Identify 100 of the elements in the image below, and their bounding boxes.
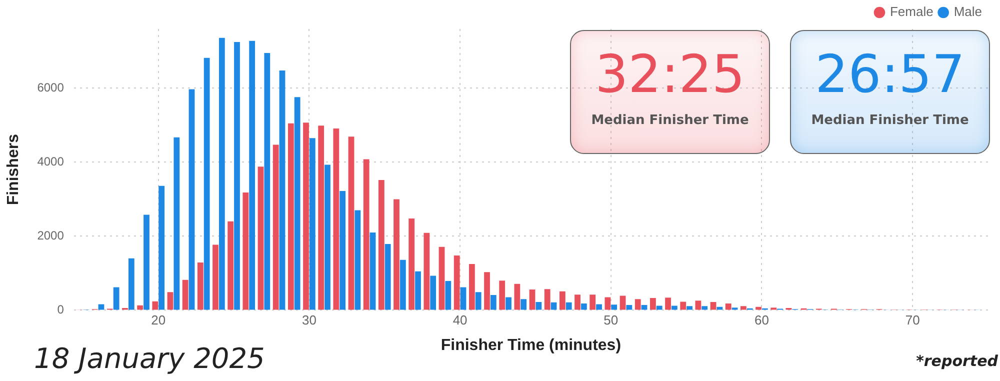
- bar: [408, 218, 415, 310]
- bar: [665, 298, 671, 310]
- bar: [204, 58, 210, 310]
- bar: [415, 271, 421, 310]
- bar: [152, 301, 158, 310]
- bar: [333, 128, 340, 310]
- bar: [529, 289, 536, 310]
- bar: [137, 305, 144, 310]
- x-tick-label: 60: [754, 312, 769, 328]
- bar: [536, 302, 542, 310]
- legend-label: Female: [890, 4, 934, 20]
- bar: [174, 137, 180, 310]
- bar: [590, 294, 596, 310]
- bar: [680, 302, 686, 310]
- bar: [611, 304, 618, 310]
- x-tick-label: 30: [302, 312, 316, 328]
- bar: [113, 287, 120, 310]
- bar: [288, 123, 294, 310]
- bar: [626, 305, 632, 310]
- bar: [188, 89, 195, 310]
- bar: [604, 297, 611, 310]
- bar: [641, 305, 648, 310]
- bar: [363, 159, 370, 310]
- x-tick-label: 50: [604, 312, 618, 328]
- bar: [212, 244, 218, 310]
- bar: [303, 122, 309, 310]
- bar: [182, 280, 188, 310]
- bar: [438, 246, 445, 310]
- bar: [454, 255, 460, 310]
- bar: [656, 306, 662, 310]
- bar: [468, 264, 475, 310]
- bar: [424, 232, 430, 310]
- bar: [354, 210, 361, 310]
- bar: [650, 298, 656, 310]
- bar: [520, 299, 527, 310]
- text: *reported: [916, 352, 998, 370]
- annotation: Median Finisher Time: [810, 113, 970, 128]
- bar: [394, 199, 400, 310]
- bar: [716, 306, 723, 310]
- bar: [574, 294, 580, 310]
- y-axis-title: Finishers: [5, 134, 22, 206]
- bar: [228, 221, 234, 310]
- bar: [309, 138, 316, 310]
- bar: [475, 292, 482, 310]
- bar: [514, 284, 520, 310]
- text: 18 January 2025: [34, 342, 265, 375]
- bar: [264, 53, 270, 310]
- bar: [384, 244, 391, 310]
- bar: [340, 191, 346, 310]
- bar: [506, 297, 512, 310]
- y-tick-label: 2000: [37, 228, 64, 243]
- bar: [686, 306, 692, 310]
- x-axis-title: Finisher Time (minutes): [440, 336, 622, 354]
- bar: [484, 272, 490, 310]
- bar: [370, 232, 376, 310]
- bar: [249, 40, 256, 310]
- annotation: 32:25: [594, 45, 746, 105]
- bar: [430, 276, 436, 310]
- bar: [460, 287, 466, 310]
- bar: [234, 42, 240, 310]
- bar: [596, 304, 602, 310]
- bar: [318, 126, 324, 310]
- legend-label: Male: [954, 4, 982, 20]
- bar: [272, 144, 279, 310]
- x-tick-label: 70: [905, 312, 920, 328]
- bar: [580, 304, 587, 310]
- bar: [324, 164, 330, 310]
- bar: [634, 299, 641, 310]
- bar: [490, 295, 496, 310]
- bar: [671, 306, 678, 310]
- bar: [695, 300, 702, 310]
- bar: [279, 70, 286, 310]
- bar: [710, 302, 716, 310]
- y-tick-label: 4000: [37, 154, 64, 169]
- bar: [559, 291, 566, 310]
- bar: [294, 97, 300, 310]
- bar: [566, 302, 572, 310]
- bar: [128, 258, 134, 310]
- annotation: 26:57: [814, 45, 966, 105]
- bar: [378, 180, 384, 310]
- bar: [158, 186, 165, 310]
- bar: [167, 292, 174, 310]
- bar: [144, 214, 150, 310]
- bar: [620, 296, 626, 310]
- y-tick-label: 0: [57, 302, 64, 317]
- bar: [499, 280, 506, 310]
- bar: [756, 306, 762, 310]
- bar: [218, 38, 225, 310]
- bar: [445, 280, 452, 310]
- annotation: Median Finisher Time: [590, 113, 750, 128]
- bar: [400, 260, 406, 310]
- bar: [258, 166, 264, 310]
- bar: [544, 289, 550, 310]
- bar: [740, 306, 746, 310]
- bar: [550, 302, 557, 310]
- bar: [197, 262, 204, 310]
- y-tick-label: 6000: [37, 80, 64, 95]
- bar: [348, 136, 354, 310]
- x-tick-label: 20: [151, 312, 166, 328]
- bar: [702, 306, 708, 310]
